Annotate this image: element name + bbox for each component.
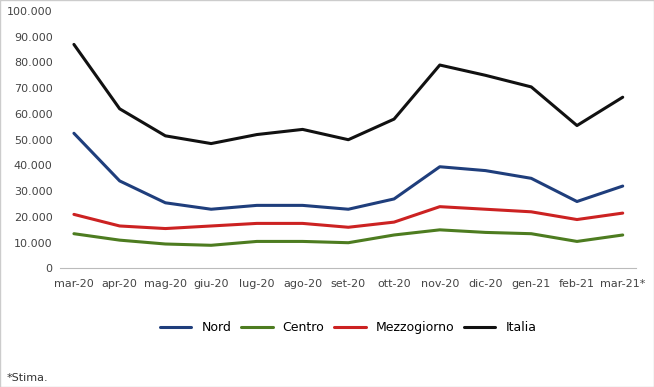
Centro — [116, 238, 124, 243]
Italia — [253, 132, 261, 137]
Line: Mezzogiorno: Mezzogiorno — [74, 207, 623, 229]
Mezzogiorno — [390, 220, 398, 224]
Italia — [116, 106, 124, 111]
Italia — [299, 127, 307, 132]
Nord — [299, 203, 307, 208]
Nord — [116, 178, 124, 183]
Centro — [619, 233, 627, 237]
Italia — [207, 141, 215, 146]
Centro — [527, 231, 535, 236]
Centro — [162, 241, 169, 246]
Nord — [253, 203, 261, 208]
Nord — [619, 184, 627, 188]
Italia — [481, 73, 489, 78]
Italia — [345, 137, 353, 142]
Nord — [207, 207, 215, 212]
Line: Nord: Nord — [74, 133, 623, 209]
Nord — [573, 199, 581, 204]
Legend: Nord, Centro, Mezzogiorno, Italia: Nord, Centro, Mezzogiorno, Italia — [160, 321, 536, 334]
Mezzogiorno — [481, 207, 489, 212]
Mezzogiorno — [527, 209, 535, 214]
Nord — [436, 164, 443, 169]
Italia — [573, 123, 581, 128]
Italia — [436, 63, 443, 67]
Centro — [253, 239, 261, 244]
Mezzogiorno — [70, 212, 78, 217]
Line: Italia: Italia — [74, 45, 623, 144]
Nord — [527, 176, 535, 181]
Mezzogiorno — [345, 225, 353, 229]
Mezzogiorno — [573, 217, 581, 222]
Mezzogiorno — [299, 221, 307, 226]
Mezzogiorno — [207, 224, 215, 228]
Centro — [345, 240, 353, 245]
Italia — [162, 134, 169, 138]
Centro — [70, 231, 78, 236]
Mezzogiorno — [436, 204, 443, 209]
Nord — [345, 207, 353, 212]
Centro — [436, 228, 443, 232]
Italia — [527, 85, 535, 89]
Mezzogiorno — [162, 226, 169, 231]
Italia — [70, 42, 78, 47]
Centro — [299, 239, 307, 244]
Nord — [162, 200, 169, 205]
Centro — [207, 243, 215, 248]
Italia — [390, 117, 398, 122]
Mezzogiorno — [619, 211, 627, 216]
Text: *Stima.: *Stima. — [7, 373, 48, 383]
Mezzogiorno — [253, 221, 261, 226]
Nord — [70, 131, 78, 135]
Nord — [390, 197, 398, 201]
Italia — [619, 95, 627, 99]
Nord — [481, 168, 489, 173]
Centro — [390, 233, 398, 237]
Line: Centro: Centro — [74, 230, 623, 245]
Centro — [573, 239, 581, 244]
Mezzogiorno — [116, 224, 124, 228]
Centro — [481, 230, 489, 235]
